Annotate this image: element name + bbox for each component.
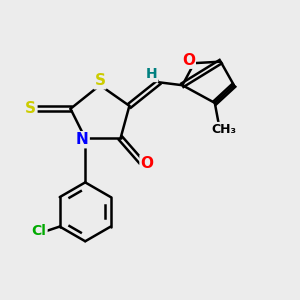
Text: S: S — [94, 73, 105, 88]
Text: N: N — [76, 132, 89, 147]
Text: O: O — [182, 53, 195, 68]
Text: S: S — [25, 101, 36, 116]
Text: CH₃: CH₃ — [211, 123, 236, 136]
Text: Cl: Cl — [32, 224, 46, 238]
Text: H: H — [146, 67, 157, 81]
Text: O: O — [141, 156, 154, 171]
